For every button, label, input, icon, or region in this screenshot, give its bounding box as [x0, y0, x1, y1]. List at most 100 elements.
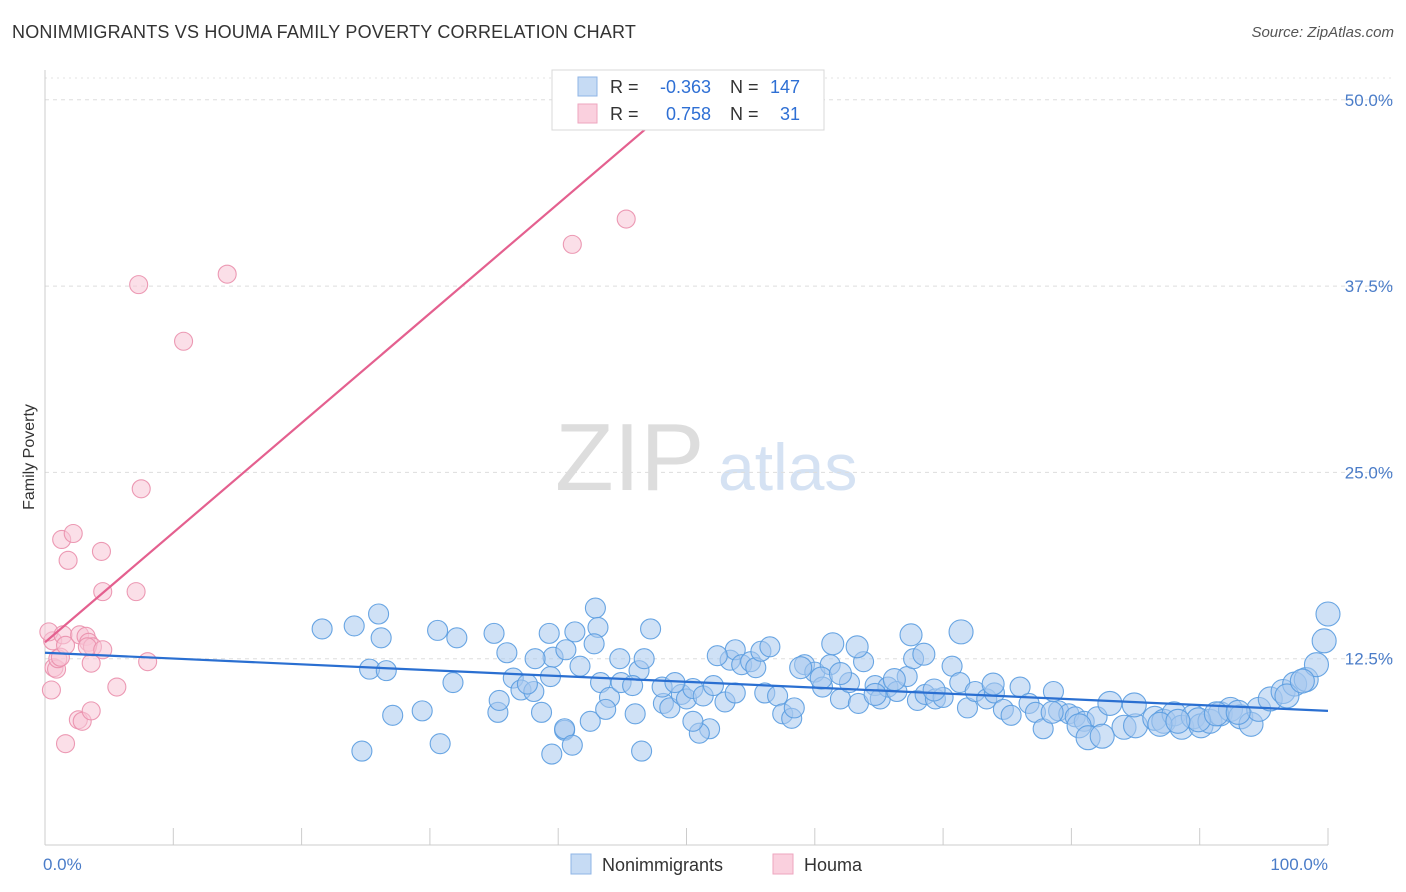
point-nonimmigrants — [922, 678, 946, 702]
point-nonimmigrants — [706, 645, 728, 667]
point-nonimmigrants — [382, 704, 404, 726]
y-tick-label: 50.0% — [1345, 91, 1393, 110]
point-nonimmigrants — [783, 697, 805, 719]
point-nonimmigrants — [1040, 700, 1064, 724]
point-houma — [107, 677, 127, 697]
point-nonimmigrants — [516, 673, 538, 695]
point-nonimmigrants — [863, 682, 887, 707]
point-nonimmigrants — [948, 619, 974, 645]
series-legend: Nonimmigrants Houma — [570, 853, 863, 875]
point-nonimmigrants — [912, 642, 936, 666]
point-nonimmigrants — [561, 734, 583, 756]
point-nonimmigrants — [724, 682, 746, 704]
trend-line-nonimmigrants — [44, 651, 1329, 712]
point-nonimmigrants — [579, 710, 601, 732]
point-nonimmigrants — [488, 689, 510, 711]
point-nonimmigrants — [569, 655, 591, 677]
point-nonimmigrants — [564, 621, 586, 643]
point-nonimmigrants — [821, 632, 845, 656]
point-nonimmigrants — [1303, 652, 1330, 678]
stats-n-value-nonimmigrants: 147 — [770, 77, 800, 97]
point-nonimmigrants — [899, 623, 923, 647]
point-nonimmigrants — [1089, 723, 1115, 749]
stats-n-label: N = — [730, 77, 759, 97]
point-nonimmigrants — [1289, 668, 1315, 694]
legend-swatch-nonimmigrants — [570, 853, 592, 875]
point-nonimmigrants — [1121, 692, 1147, 718]
series-nonimmigrants — [311, 597, 1341, 765]
point-houma — [81, 701, 101, 721]
x-tick-label-min: 0.0% — [43, 855, 82, 874]
point-nonimmigrants — [411, 700, 433, 722]
point-nonimmigrants — [483, 622, 505, 644]
watermark-atlas: atlas — [718, 430, 857, 504]
point-nonimmigrants — [370, 627, 392, 649]
point-nonimmigrants — [1225, 699, 1251, 725]
point-nonimmigrants — [343, 615, 365, 637]
series-houma — [39, 209, 636, 754]
stats-swatch-houma — [577, 103, 598, 124]
point-nonimmigrants — [1311, 628, 1337, 654]
point-nonimmigrants — [624, 703, 646, 725]
y-tick-label: 12.5% — [1345, 650, 1393, 669]
stats-r-label: R = — [610, 104, 639, 124]
point-houma — [138, 652, 158, 672]
point-houma — [55, 734, 76, 754]
point-houma — [616, 209, 636, 229]
point-houma — [58, 550, 78, 570]
gridlines — [45, 77, 1395, 660]
point-nonimmigrants — [368, 603, 390, 625]
chart-title: NONIMMIGRANTS VS HOUMA FAMILY POVERTY CO… — [12, 22, 637, 42]
point-nonimmigrants — [633, 648, 655, 670]
y-tick-label: 25.0% — [1345, 463, 1393, 482]
point-nonimmigrants — [1315, 601, 1341, 627]
point-nonimmigrants — [555, 639, 577, 661]
point-houma — [131, 479, 151, 499]
point-nonimmigrants — [427, 619, 449, 641]
point-nonimmigrants — [631, 740, 653, 762]
point-nonimmigrants — [682, 710, 704, 732]
point-nonimmigrants — [789, 656, 813, 680]
point-nonimmigrants — [429, 733, 451, 755]
stats-r-value-nonimmigrants: -0.363 — [660, 77, 711, 97]
point-nonimmigrants — [981, 672, 1005, 696]
point-nonimmigrants — [538, 622, 560, 644]
point-houma — [174, 331, 194, 351]
point-nonimmigrants — [583, 633, 605, 655]
point-houma — [41, 680, 61, 700]
point-nonimmigrants — [530, 701, 553, 723]
point-nonimmigrants — [702, 674, 724, 697]
point-houma — [77, 637, 97, 657]
point-houma — [91, 541, 112, 561]
point-nonimmigrants — [496, 642, 518, 664]
point-nonimmigrants — [375, 660, 397, 682]
point-nonimmigrants — [446, 627, 468, 649]
point-nonimmigrants — [584, 597, 606, 619]
source-credit: Source: ZipAtlas.com — [1251, 24, 1394, 41]
point-houma — [126, 582, 146, 602]
point-houma — [129, 275, 149, 295]
point-nonimmigrants — [541, 743, 563, 765]
point-nonimmigrants — [524, 648, 546, 670]
point-nonimmigrants — [640, 618, 662, 640]
point-nonimmigrants — [595, 698, 617, 720]
x-tick-label-max: 100.0% — [1270, 855, 1328, 874]
point-houma — [217, 264, 237, 284]
point-nonimmigrants — [1097, 690, 1123, 716]
point-nonimmigrants — [828, 662, 853, 686]
x-axis-ticks — [44, 828, 1329, 845]
trend-lines — [44, 101, 1329, 712]
stats-n-label: N = — [730, 104, 759, 124]
stats-legend: R = -0.363 N = 147 R = 0.758 N = 31 — [551, 69, 825, 131]
point-nonimmigrants — [659, 697, 681, 719]
point-nonimmigrants — [759, 636, 781, 658]
stats-swatch-nonimmigrants — [577, 76, 598, 97]
legend-label-nonimmigrants: Nonimmigrants — [602, 855, 723, 875]
point-nonimmigrants — [442, 671, 464, 694]
y-tick-label: 37.5% — [1345, 277, 1393, 296]
point-nonimmigrants — [1165, 708, 1191, 734]
watermark-zip: ZIP — [555, 404, 704, 511]
stats-r-value-houma: 0.758 — [666, 104, 711, 124]
